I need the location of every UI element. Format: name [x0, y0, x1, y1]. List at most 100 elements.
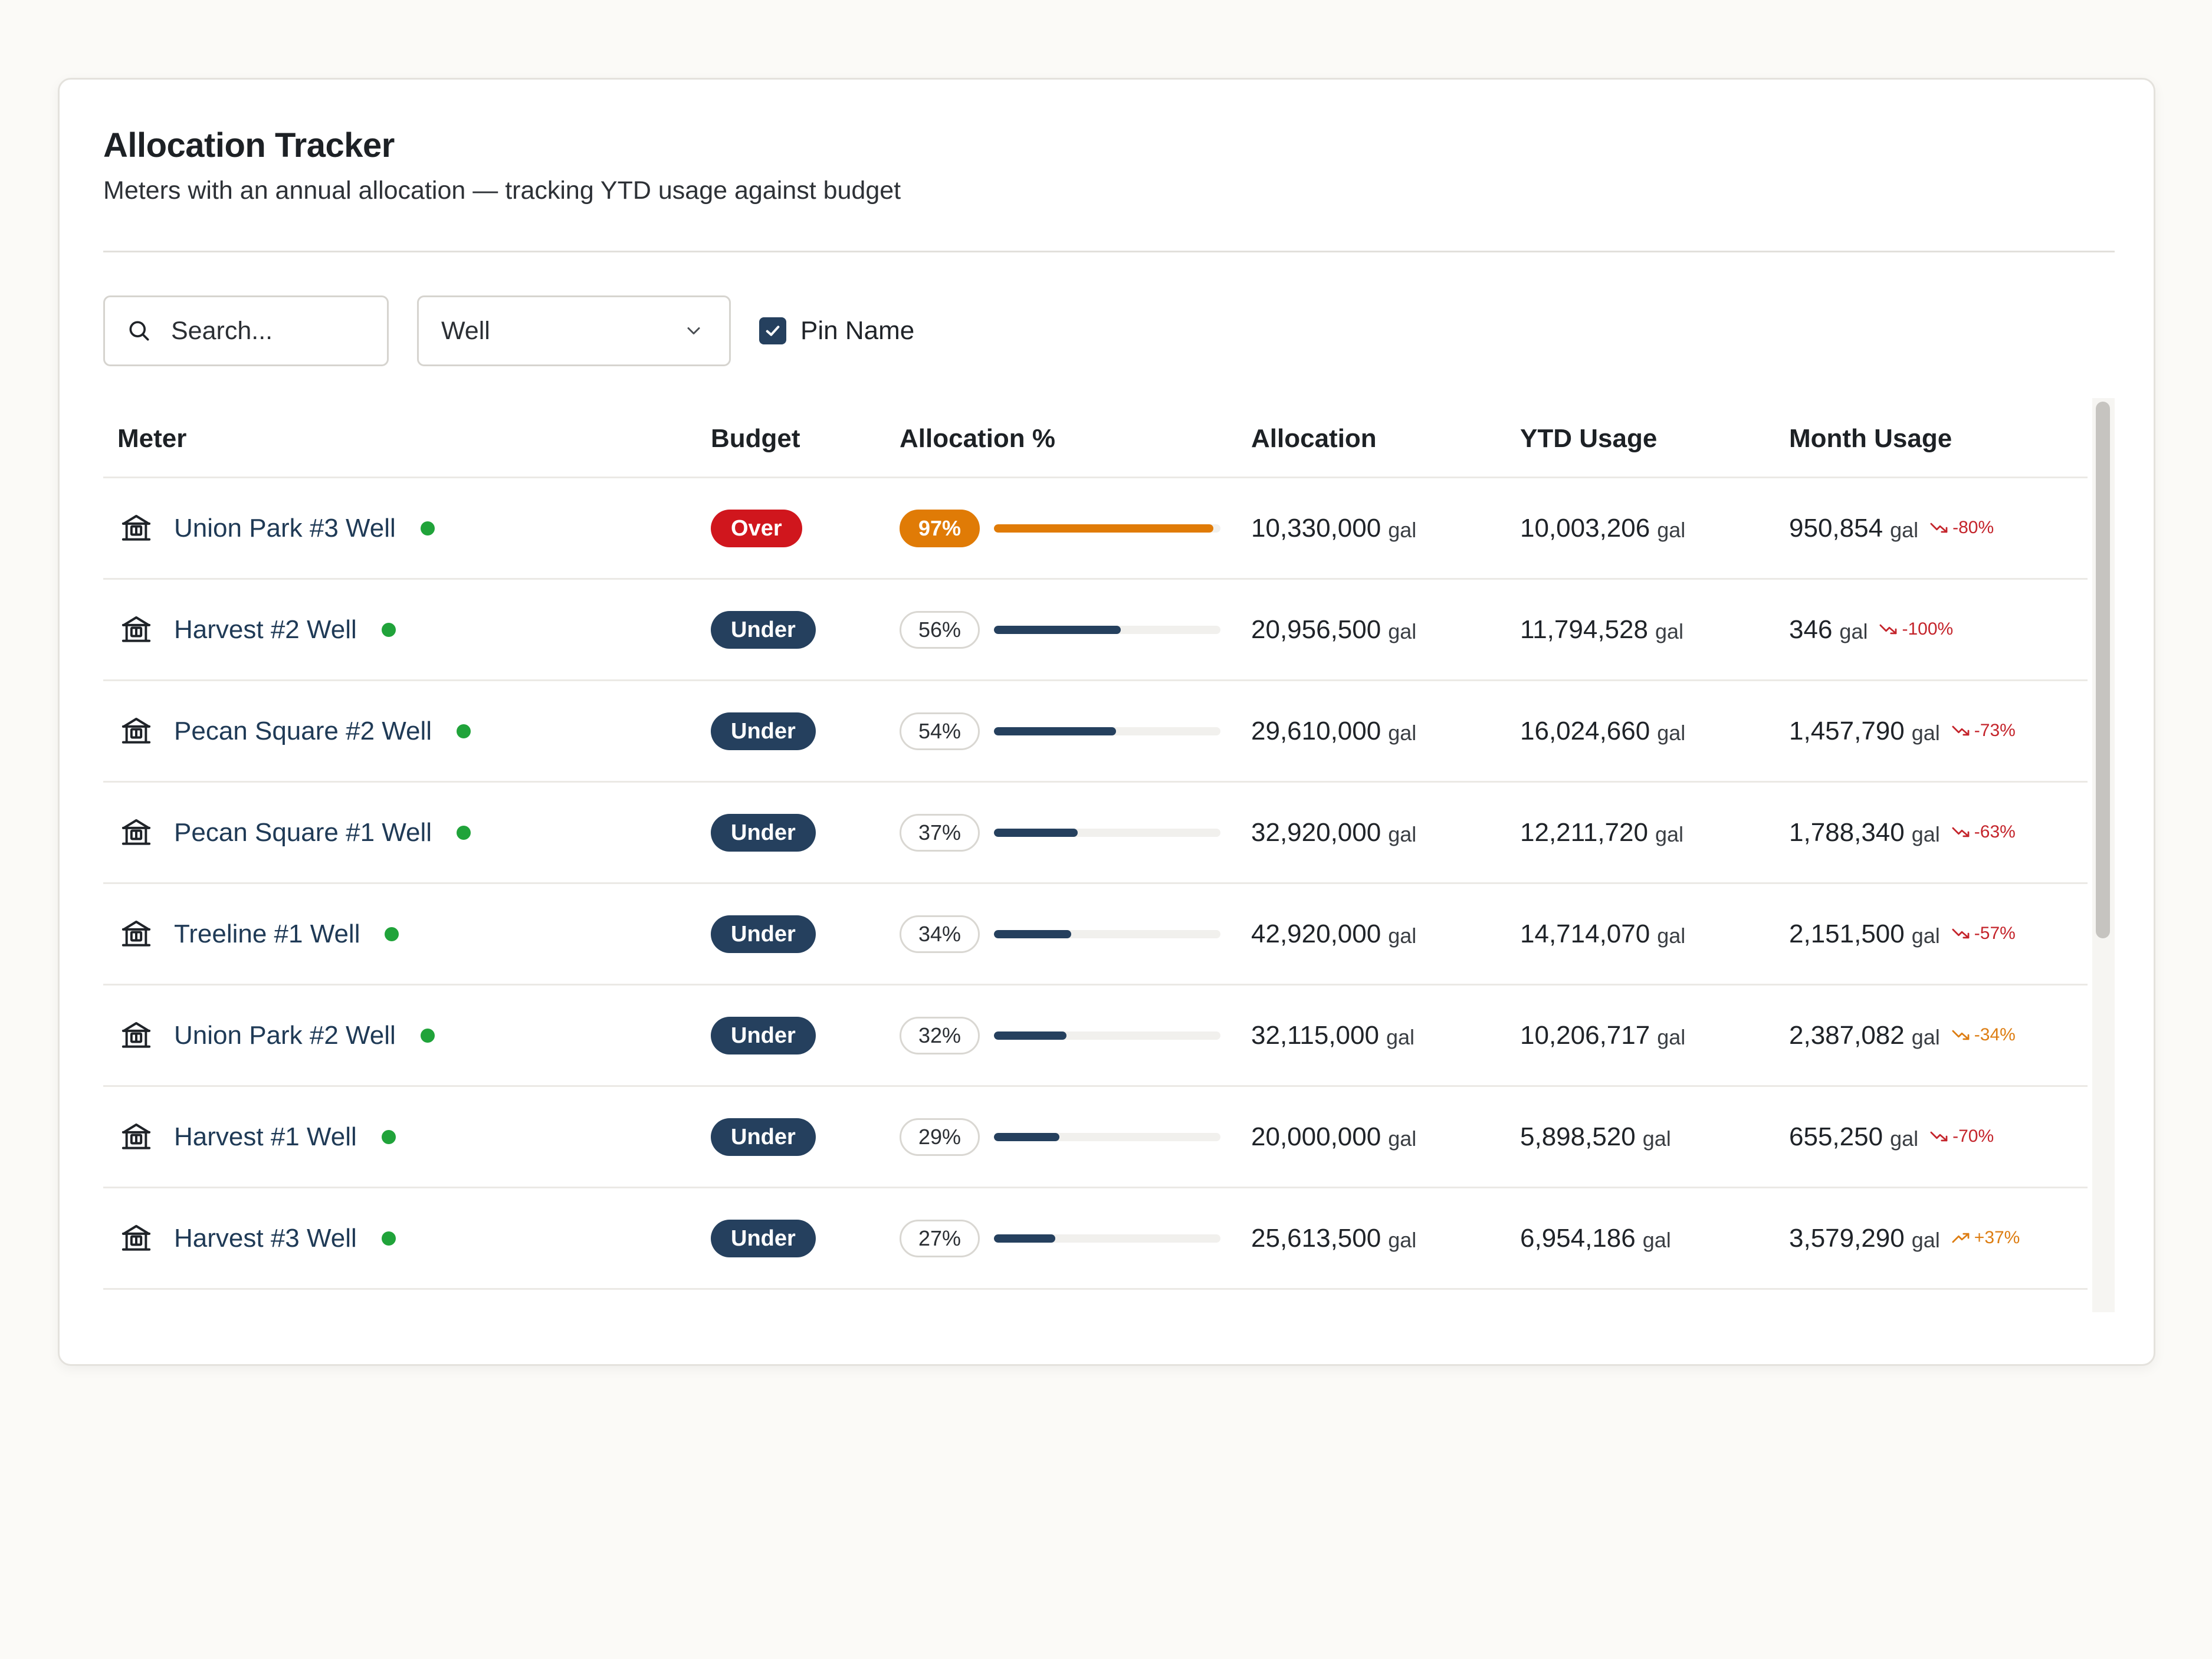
allocation-pct-cell: 37%	[900, 783, 1220, 882]
allocation-value: 10,330,000	[1251, 513, 1381, 543]
allocation-value: 32,920,000	[1251, 817, 1381, 847]
unit-label: gal	[1388, 1126, 1417, 1151]
trend-up-icon	[1952, 1233, 1970, 1243]
table-row[interactable]: Pecan Square #2 Well Under 54% 29,610,000 ga…	[103, 681, 2088, 783]
search-input[interactable]	[170, 316, 361, 346]
allocation-progress-bar	[994, 1031, 1220, 1040]
well-building-icon	[122, 717, 151, 744]
header-divider	[103, 251, 2115, 252]
allocation-cell: 29,610,000 gal	[1251, 681, 1416, 781]
trend-down-icon	[1952, 725, 1970, 735]
budget-status-badge: Under	[711, 813, 816, 852]
allocation-progress-bar	[994, 524, 1220, 533]
well-building-icon	[122, 1224, 151, 1251]
allocation-pct-cell: 56%	[900, 580, 1220, 679]
allocation-progress-bar	[994, 929, 1220, 938]
unit-label: gal	[1655, 619, 1683, 643]
month-trend-value: -57%	[1974, 923, 2016, 943]
month-trend: -100%	[1879, 619, 1953, 639]
unit-label: gal	[1642, 1227, 1671, 1252]
allocation-cell: 42,920,000 gal	[1251, 884, 1416, 984]
allocation-pct-pill: 27%	[900, 1219, 980, 1257]
month-usage-cell: 3,579,290 gal +37%	[1789, 1188, 2020, 1288]
unit-label: gal	[1911, 822, 1940, 846]
table-row[interactable]: Pecan Square #1 Well Under 37% 32,920,000 ga…	[103, 783, 2088, 884]
month-usage-cell: 346 gal -100%	[1789, 580, 1953, 679]
table-row[interactable]: Harvest #1 Well Under 29% 20,000,000 gal 5,89…	[103, 1087, 2088, 1188]
budget-status-badge: Under	[711, 1219, 816, 1257]
allocation-pct-pill: 37%	[900, 813, 980, 852]
ytd-usage-cell: 16,024,660 gal	[1520, 681, 1685, 781]
table-row[interactable]: Harvest #3 Well Under 27% 25,613,500 gal 6,95…	[103, 1188, 2088, 1290]
meter-name-link[interactable]: Harvest #2 Well	[174, 615, 357, 644]
trend-down-icon	[1930, 1131, 1948, 1141]
unit-label: gal	[1657, 517, 1686, 542]
unit-label: gal	[1911, 720, 1940, 745]
meter-name-link[interactable]: Pecan Square #1 Well	[174, 817, 432, 847]
meter-type-select[interactable]: Well	[417, 295, 731, 366]
meter-name-link[interactable]: Union Park #2 Well	[174, 1020, 396, 1050]
meter-name-link[interactable]: Union Park #3 Well	[174, 513, 396, 543]
ytd-usage-value: 10,003,206	[1520, 513, 1650, 543]
unit-label: gal	[1388, 923, 1417, 948]
ytd-usage-cell: 10,003,206 gal	[1520, 478, 1685, 578]
table-row[interactable]: Union Park #3 Well Over 97% 10,330,000 gal 10…	[103, 478, 2088, 580]
meter-cell: Treeline #1 Well	[120, 884, 399, 984]
ytd-usage-value: 16,024,660	[1520, 716, 1650, 745]
trend-down-icon	[1952, 827, 1970, 837]
meter-cell: Union Park #2 Well	[120, 985, 435, 1085]
budget-cell: Under	[711, 1188, 816, 1288]
budget-cell: Under	[711, 884, 816, 984]
search-box[interactable]	[103, 295, 389, 366]
budget-cell: Over	[711, 478, 802, 578]
ytd-usage-cell: 11,794,528 gal	[1520, 580, 1683, 679]
allocation-value: 20,956,500	[1251, 615, 1381, 644]
column-header-meter[interactable]: Meter	[117, 424, 187, 453]
status-dot	[457, 724, 471, 738]
table-row[interactable]: Harvest #2 Well Under 56% 20,956,500 gal 11,7…	[103, 580, 2088, 681]
unit-label: gal	[1386, 1024, 1415, 1049]
month-trend: -73%	[1952, 721, 2016, 741]
unit-label: gal	[1911, 1024, 1940, 1049]
month-trend: +37%	[1952, 1228, 2020, 1248]
column-header-month-usage[interactable]: Month Usage	[1789, 424, 1952, 453]
month-trend: -70%	[1930, 1126, 1994, 1146]
allocation-pct-pill: 97%	[900, 509, 980, 547]
month-trend-value: -34%	[1974, 1024, 2016, 1044]
budget-status-badge: Under	[711, 610, 816, 649]
meter-name-link[interactable]: Harvest #1 Well	[174, 1122, 357, 1151]
allocation-pct-cell: 34%	[900, 884, 1220, 984]
allocation-progress-fill	[994, 625, 1121, 634]
month-usage-cell: 2,151,500 gal -57%	[1789, 884, 2016, 984]
meter-name-link[interactable]: Treeline #1 Well	[174, 919, 360, 948]
table-row[interactable]: Treeline #1 Well Under 34% 42,920,000 gal 14,…	[103, 884, 2088, 985]
column-header-allocation[interactable]: Allocation	[1251, 424, 1377, 453]
allocation-value: 25,613,500	[1251, 1223, 1381, 1253]
allocation-cell: 20,000,000 gal	[1251, 1087, 1416, 1187]
column-header-budget[interactable]: Budget	[711, 424, 800, 453]
well-building-icon	[122, 616, 151, 642]
table-row[interactable]: Union Park #2 Well Under 32% 32,115,000 gal 1…	[103, 985, 2088, 1087]
ytd-usage-value: 12,211,720	[1520, 817, 1648, 847]
budget-cell: Under	[711, 783, 816, 882]
month-usage-cell: 1,788,340 gal -63%	[1789, 783, 2016, 882]
well-building-icon	[122, 1123, 151, 1149]
column-header-allocation-pct[interactable]: Allocation %	[900, 424, 1056, 453]
allocation-progress-fill	[994, 524, 1214, 533]
allocation-progress-fill	[994, 1234, 1055, 1243]
ytd-usage-cell: 5,898,520 gal	[1520, 1087, 1671, 1187]
allocation-value: 20,000,000	[1251, 1122, 1381, 1151]
pin-name-toggle[interactable]: Pin Name	[759, 313, 914, 349]
budget-status-badge: Under	[711, 1118, 816, 1156]
allocation-pct-pill: 34%	[900, 915, 980, 953]
table-scrollbar-thumb[interactable]	[2096, 402, 2110, 938]
meter-name-link[interactable]: Harvest #3 Well	[174, 1223, 357, 1253]
unit-label: gal	[1890, 517, 1919, 542]
pin-name-checkbox[interactable]	[759, 317, 786, 344]
month-usage-value: 655,250	[1789, 1122, 1883, 1151]
allocation-progress-bar	[994, 828, 1220, 837]
month-usage-value: 1,457,790	[1789, 716, 1905, 745]
meter-name-link[interactable]: Pecan Square #2 Well	[174, 716, 432, 745]
trend-down-icon	[1879, 624, 1897, 634]
column-header-ytd-usage[interactable]: YTD Usage	[1520, 424, 1658, 453]
